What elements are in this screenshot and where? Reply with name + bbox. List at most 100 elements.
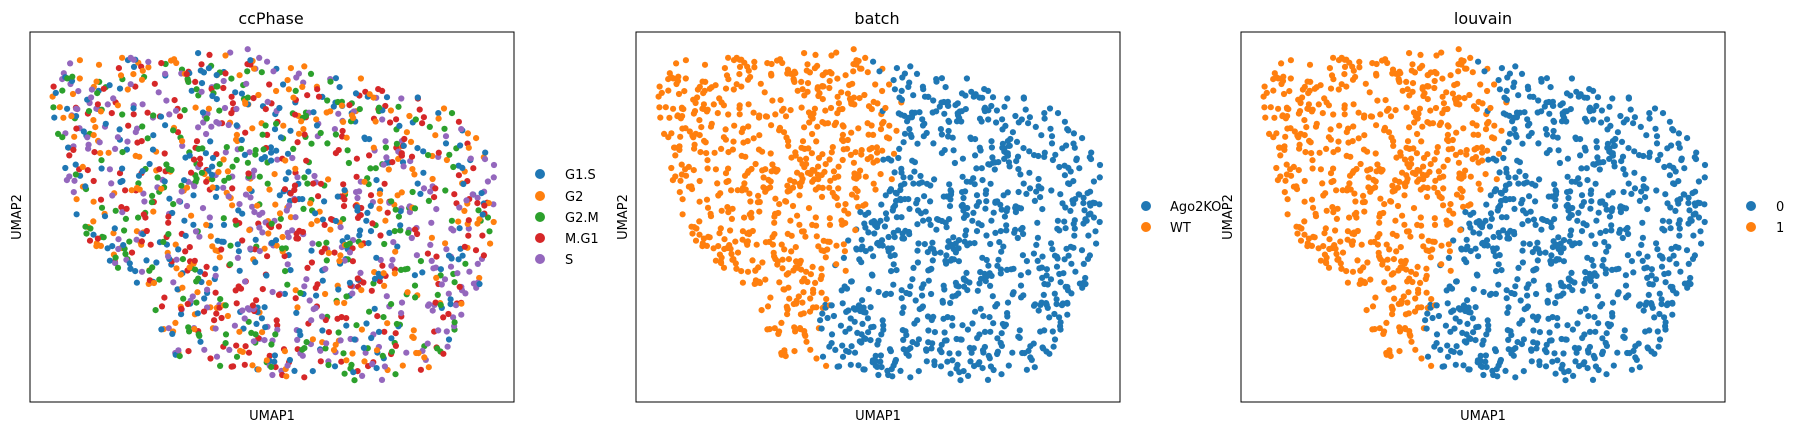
batch-point (781, 246, 788, 253)
louvain-point (1283, 161, 1290, 168)
ccphase-point (375, 328, 383, 335)
ccphase-point (72, 171, 79, 178)
batch-point (1017, 272, 1024, 279)
batch-point (989, 154, 996, 161)
ccphase-point (361, 358, 368, 365)
louvain-point (1333, 250, 1340, 258)
ccphase-point (328, 216, 335, 223)
batch-point (1046, 350, 1053, 357)
batch-point (785, 284, 792, 291)
ccphase-point (165, 253, 172, 260)
batch-point (809, 115, 816, 122)
ccphase-point (364, 209, 371, 216)
batch-point (656, 83, 663, 90)
batch-point (1053, 296, 1060, 303)
batch-point (691, 145, 698, 152)
ccphase-point (144, 109, 151, 116)
ccphase-point (291, 186, 298, 194)
batch-point (1018, 116, 1025, 123)
ccphase-point (146, 267, 153, 274)
batch-point (718, 207, 725, 214)
ccphase-point (119, 177, 126, 185)
ccphase-point (227, 242, 234, 249)
ccphase-point (169, 209, 176, 217)
batch-point (909, 339, 916, 346)
batch-point (1051, 290, 1058, 297)
louvain-point (1564, 322, 1571, 329)
batch-point (728, 187, 735, 194)
batch-point (980, 313, 987, 320)
batch-point (918, 210, 925, 217)
louvain-point (1621, 327, 1628, 334)
louvain-point (1505, 139, 1512, 146)
ccphase-point (190, 156, 198, 163)
louvain-point (1417, 51, 1424, 59)
batch-point (804, 61, 811, 68)
batch-point (879, 317, 886, 324)
louvain-point (1519, 247, 1526, 254)
ccphase-point (83, 230, 90, 237)
batch-point (907, 131, 914, 138)
louvain-point (1406, 124, 1413, 131)
ccphase-point (434, 345, 441, 352)
louvain-point (1384, 256, 1391, 263)
batch-point (931, 176, 938, 183)
batch-point (929, 340, 936, 347)
batch-point (668, 164, 675, 172)
batch-point (823, 362, 830, 369)
ccphase-point (427, 241, 434, 248)
ccphase-point (301, 63, 308, 70)
batch-point (685, 163, 692, 170)
louvain-point (1299, 94, 1306, 101)
louvain-point (1599, 335, 1606, 342)
batch-point (756, 112, 763, 119)
louvain-point (1284, 105, 1291, 112)
ccphase-point (140, 211, 147, 218)
batch-point (906, 205, 913, 212)
ccphase-point (215, 168, 222, 175)
batch-point (870, 131, 877, 138)
louvain-point (1543, 75, 1550, 82)
louvain-point (1554, 134, 1561, 141)
batch-point (1096, 161, 1104, 169)
batch-point (1009, 349, 1016, 356)
batch-point (775, 209, 782, 217)
batch-point (949, 315, 956, 322)
ccphase-point (233, 342, 240, 349)
louvain-point (1403, 228, 1411, 235)
louvain-point (1425, 237, 1432, 244)
louvain-point (1510, 196, 1517, 203)
batch-point (1015, 166, 1022, 173)
ccphase-point (127, 81, 134, 88)
batch-point (818, 272, 825, 279)
batch-point (886, 122, 893, 129)
louvain-point (1404, 278, 1411, 285)
batch-point (972, 308, 979, 315)
louvain-point (1435, 168, 1442, 175)
ccphase-point (286, 356, 293, 364)
louvain-point (1344, 279, 1351, 286)
ccphase-point (377, 232, 384, 239)
batch-point (828, 331, 836, 338)
batch-point (896, 94, 903, 101)
louvain-point (1659, 110, 1667, 117)
louvain-point (1620, 166, 1627, 173)
louvain-point (1680, 191, 1687, 198)
legend-item-ago2ko: Ago2KO (1141, 200, 1221, 215)
ccphase-point (367, 228, 375, 235)
batch-point (839, 122, 846, 129)
batch-point (943, 337, 950, 344)
ccphase-point (451, 279, 458, 286)
batch-point (824, 314, 831, 322)
ccphase-point (420, 185, 428, 192)
batch-point (1080, 200, 1087, 207)
batch-point (1047, 276, 1055, 283)
louvain-point (1418, 355, 1425, 362)
louvain-point (1475, 253, 1482, 260)
batch-point (877, 352, 885, 359)
ccphase-point (331, 249, 338, 256)
louvain-point (1452, 315, 1459, 322)
batch-point (952, 279, 960, 286)
louvain-point (1652, 276, 1660, 283)
batch-point (1064, 300, 1071, 307)
